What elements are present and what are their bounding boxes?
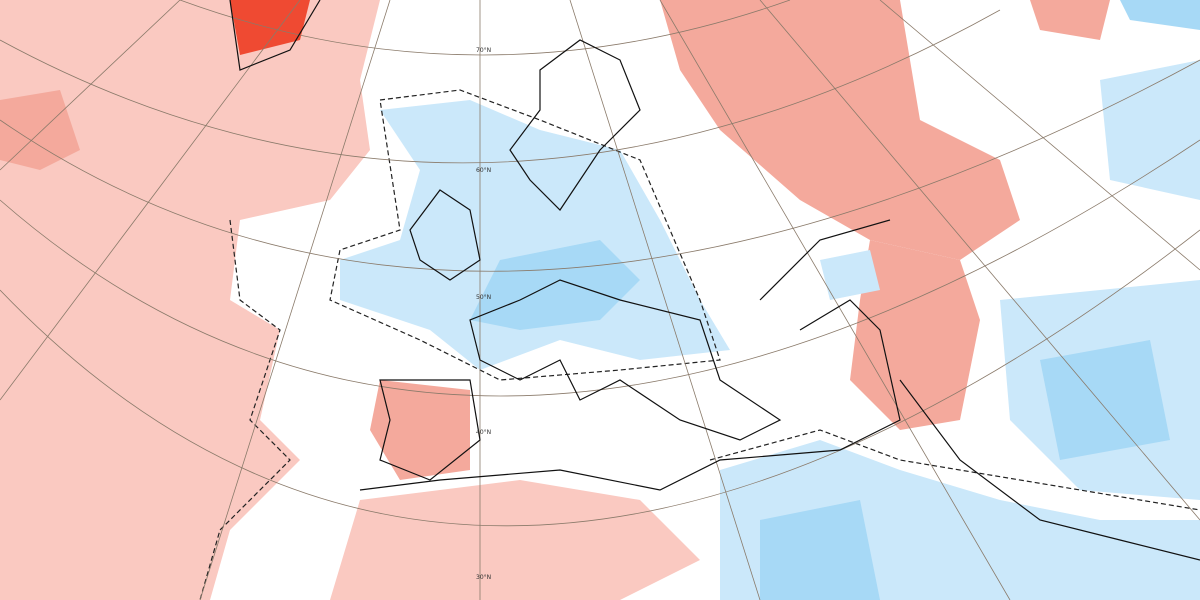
warm-core (0, 90, 80, 170)
warm-region (1030, 0, 1110, 40)
cold-region (340, 100, 730, 370)
cold-core (760, 500, 880, 600)
parallel (0, 229, 1200, 527)
latitude-label: 70°N (476, 47, 491, 54)
coastline (379, 379, 481, 481)
latitude-label: 50°N (476, 294, 491, 301)
meridian (569, 0, 761, 600)
coastline (509, 39, 641, 211)
meridian (0, 0, 181, 171)
meridian (759, 0, 1200, 521)
meridian (879, 0, 1200, 271)
meridian (659, 0, 1011, 600)
warm-region (330, 480, 700, 600)
latitude-label: 60°N (476, 167, 491, 174)
coastline (359, 299, 901, 491)
cold-region (1100, 60, 1200, 200)
cold-core (1040, 340, 1170, 460)
contour (199, 219, 291, 600)
meridian (199, 0, 391, 600)
cold-core (470, 240, 640, 330)
parallel (179, 0, 791, 56)
warm-region (0, 0, 380, 600)
cold-core (1120, 0, 1200, 30)
contour (709, 429, 1200, 511)
warm-region (370, 380, 470, 480)
warm-region (660, 0, 1020, 260)
coastline (469, 279, 782, 441)
parallel (0, 9, 1001, 164)
coastline (759, 219, 891, 301)
latitude-label: 30°N (476, 574, 491, 581)
warm-region (850, 240, 980, 430)
latitude-label: 40°N (476, 429, 491, 436)
coastline (229, 0, 321, 71)
cold-region (820, 250, 880, 300)
coastline (899, 379, 1200, 561)
meridian (0, 0, 301, 401)
coastline (409, 189, 481, 281)
parallel (0, 139, 1200, 397)
